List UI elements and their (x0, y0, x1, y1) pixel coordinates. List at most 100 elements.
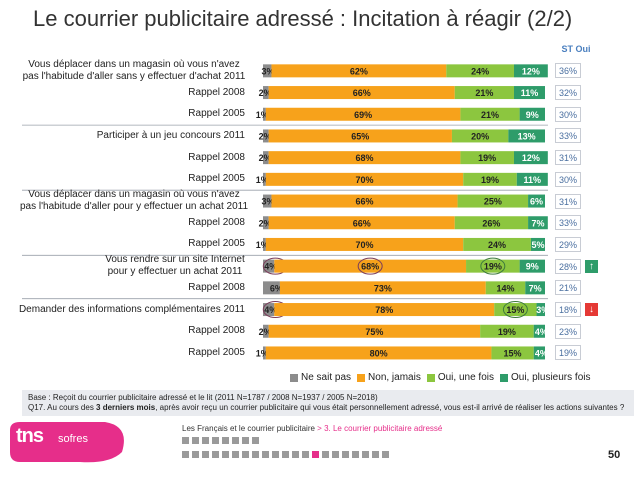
progress-square (182, 437, 189, 444)
bar-oui-une-fois (463, 237, 531, 251)
row-label-rappel: Rappel 2008 (188, 325, 245, 337)
data-label-oui-une-fois: 24% (488, 240, 506, 250)
data-label-ne-sait-pas: 2% (259, 218, 272, 228)
arrow-up-icon: ↑ (585, 259, 598, 273)
bar-non-jamais (271, 64, 447, 78)
data-label-non-jamais: 66% (353, 218, 371, 228)
data-label-oui-plusieurs-fois: 5% (531, 240, 544, 250)
st-oui-value: 30% (555, 106, 581, 122)
row-label-item: Participer à un jeu concours 2011 (96, 129, 245, 141)
progress-square (312, 451, 319, 458)
data-label-oui-une-fois: 26% (482, 218, 500, 228)
bar-oui-une-fois (460, 151, 514, 165)
progress-square (382, 451, 389, 458)
row-label-item: Vous déplacer dans un magasin où vous n'… (22, 58, 246, 82)
bar-non-jamais (265, 172, 464, 186)
footer-note: Base : Reçoit du courrier publicitaire a… (22, 390, 634, 416)
progress-square (342, 451, 349, 458)
data-label-ne-sait-pas: 2% (259, 327, 272, 337)
bar-oui-une-fois (463, 172, 517, 186)
data-label-oui-une-fois: 14% (497, 283, 515, 293)
data-label-ne-sait-pas: 1% (256, 175, 269, 185)
progress-square (222, 451, 229, 458)
st-oui-value: 33% (555, 128, 581, 144)
bar-oui-plusieurs-fois (533, 324, 545, 338)
bar-oui-plusieurs-fois (528, 216, 548, 230)
data-label-oui-plusieurs-fois: 7% (531, 218, 544, 228)
legend-item-oui-une-fois: Oui, une fois (426, 372, 494, 383)
highlight-circle (502, 301, 528, 319)
progress-square (242, 451, 249, 458)
progress-square (262, 451, 269, 458)
data-label-oui-plusieurs-fois: 12% (522, 153, 540, 163)
data-label-non-jamais: 73% (374, 283, 392, 293)
progress-square (192, 437, 199, 444)
row-label-item: Vous rendre sur un site Internet pour y e… (105, 254, 245, 278)
progress-square (252, 451, 259, 458)
legend-label: Oui, une fois (437, 372, 494, 383)
st-oui-value: 31% (555, 193, 581, 209)
bar-oui-plusieurs-fois (513, 86, 545, 100)
bar-non-jamais (271, 194, 458, 208)
legend-label: Oui, plusieurs fois (511, 372, 591, 383)
progress-square (332, 451, 339, 458)
data-label-non-jamais: 65% (351, 131, 369, 141)
bar-oui-une-fois (451, 129, 509, 143)
data-label-ne-sait-pas: 4% (264, 262, 277, 272)
bar-ne-sait-pas (263, 194, 272, 208)
logo-text: tns (16, 425, 44, 447)
row-label-rappel: Rappel 2005 (188, 173, 245, 185)
bar-ne-sait-pas (263, 303, 275, 317)
page-number: 50 (608, 449, 621, 461)
bar-oui-une-fois (460, 107, 520, 121)
bar-oui-plusieurs-fois (508, 129, 545, 143)
bar-oui-une-fois (446, 64, 514, 78)
progress-square (192, 451, 199, 458)
data-label-oui-plusieurs-fois: 4% (535, 327, 548, 337)
page-title: Le courrier publicitaire adressé : Incit… (33, 6, 573, 31)
legend-label: Ne sait pas (301, 372, 352, 383)
bar-oui-plusieurs-fois (533, 346, 545, 360)
legend-swatch (290, 373, 298, 382)
bar-non-jamais (265, 237, 464, 251)
data-label-oui-plusieurs-fois: 11% (524, 175, 542, 185)
data-label-oui-une-fois: 24% (471, 66, 489, 76)
bar-oui-plusieurs-fois (525, 281, 545, 295)
progress-square (212, 451, 219, 458)
bar-non-jamais (265, 107, 461, 121)
progress-square (372, 451, 379, 458)
bar-non-jamais (268, 151, 461, 165)
data-label-non-jamais: 78% (375, 305, 393, 315)
data-label-ne-sait-pas: 1% (256, 348, 269, 358)
bar-non-jamais (265, 346, 492, 360)
row-label-item: Vous déplacer dans un magasin où vous n'… (19, 189, 249, 213)
legend: Ne sait pas Non, jamais Oui, une fois Oui, … (290, 372, 590, 383)
bar-non-jamais (268, 86, 455, 100)
progress-square (202, 437, 209, 444)
arrow-down-icon: ↓ (585, 303, 598, 317)
data-label-ne-sait-pas: 2% (259, 131, 272, 141)
legend-label: Non, jamais (368, 372, 421, 383)
data-label-oui-plusieurs-fois: 9% (526, 110, 539, 120)
progress-square (222, 437, 229, 444)
st-oui-value: 31% (555, 150, 581, 166)
bar-ne-sait-pas (263, 237, 266, 251)
data-label-oui-une-fois: 19% (481, 175, 499, 185)
bar-non-jamais (274, 259, 467, 273)
st-oui-value: 29% (555, 236, 581, 252)
data-label-oui-une-fois: 19% (478, 153, 496, 163)
highlight-circle (357, 257, 383, 275)
data-label-oui-plusieurs-fois: 7% (529, 283, 542, 293)
bar-ne-sait-pas (263, 259, 275, 273)
bar-oui-plusieurs-fois (513, 64, 548, 78)
st-oui-value: 32% (555, 85, 581, 101)
data-label-oui-plusieurs-fois: 3% (536, 305, 549, 315)
base-note: Base : Reçoit du courrier publicitaire a… (28, 393, 378, 402)
brand-logo (10, 422, 124, 463)
data-label-oui-une-fois: 15% (506, 305, 524, 315)
bar-oui-plusieurs-fois (519, 259, 545, 273)
progress-square (352, 451, 359, 458)
data-label-non-jamais: 66% (353, 88, 371, 98)
data-label-non-jamais: 70% (356, 175, 374, 185)
